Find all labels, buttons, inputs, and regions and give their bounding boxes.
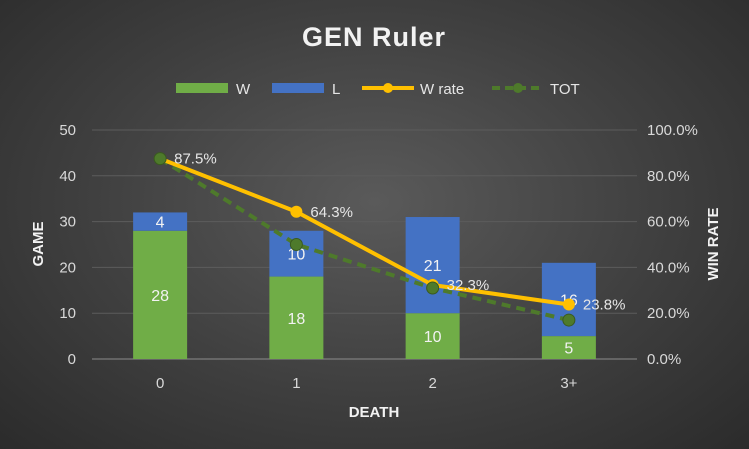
legend: W L W rate TOT [176,81,580,98]
y2-tick-label: 100.0% [647,122,698,139]
marker-tot [153,152,167,166]
bar-label-w: 5 [564,341,573,358]
bar-l [405,217,460,314]
y2-tick-label: 80.0% [647,168,690,185]
lines [153,152,576,327]
bars [133,212,596,359]
y-tick-label: 10 [59,305,76,322]
legend-label-w: W [236,81,251,98]
y2-tick-label: 40.0% [647,259,690,276]
y-tick-label: 0 [68,351,76,368]
bar-w [541,336,596,359]
legend-swatch-l [272,83,324,93]
x-axis-ticks: 0 1 2 3+ [156,375,578,392]
bar-label-l: 4 [156,215,165,232]
rate-label: 64.3% [310,204,353,221]
y2-tick-label: 0.0% [647,351,681,368]
rate-labels: 87.5% 64.3% 32.3% 23.8% [174,151,625,314]
y-axis-title: GAME [30,222,47,267]
rate-label: 23.8% [583,296,626,313]
y-tick-label: 50 [59,122,76,139]
legend-marker-tot [513,83,523,93]
legend-marker-wrate [383,83,393,93]
y2-axis-title: WIN RATE [705,207,722,280]
y-tick-label: 20 [59,259,76,276]
marker-tot [426,281,440,295]
y2-tick-label: 60.0% [647,214,690,231]
bar-label-w: 10 [424,329,442,346]
bar-w [269,276,324,359]
bar-label-w: 18 [287,311,305,328]
y-axis-ticks: 0 10 20 30 40 50 [59,122,76,368]
marker-wrate [562,298,575,311]
marker-tot [289,238,303,251]
bar-labels: 28418101021516 [151,215,578,358]
chart-title: GEN Ruler [302,22,446,52]
bar-label-w: 28 [151,288,169,305]
y-tick-label: 30 [59,214,76,231]
y-tick-label: 40 [59,168,76,185]
y2-tick-label: 20.0% [647,305,690,322]
legend-label-tot: TOT [550,81,580,98]
bar-label-l: 10 [287,247,305,264]
y2-axis-ticks: 0.0% 20.0% 40.0% 60.0% 80.0% 100.0% [647,122,698,368]
bar-w [133,230,188,359]
bar-w [405,313,460,359]
x-tick-label: 1 [292,375,300,392]
rate-label: 87.5% [174,151,217,168]
x-tick-label: 2 [428,375,436,392]
marker-wrate [290,205,303,218]
bar-l [133,212,188,231]
line-wrate [159,156,570,307]
line-tot [159,156,570,323]
x-tick-label: 3+ [560,375,577,392]
rate-label: 32.3% [447,277,490,294]
x-tick-label: 0 [156,375,164,392]
bar-label-l: 21 [424,258,442,275]
marker-tot [562,313,576,327]
legend-label-wrate: W rate [420,81,464,98]
legend-label-l: L [332,81,340,98]
x-axis-title: DEATH [349,404,400,421]
legend-swatch-w [176,83,228,93]
